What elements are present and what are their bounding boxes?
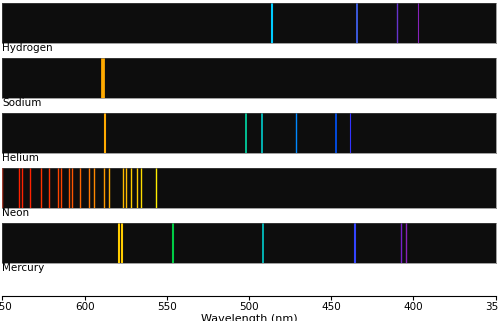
Text: Hydrogen: Hydrogen (2, 43, 53, 53)
Text: Mercury: Mercury (2, 263, 45, 273)
Text: Neon: Neon (2, 208, 29, 218)
Text: Sodium: Sodium (2, 98, 42, 108)
Text: Helium: Helium (2, 153, 39, 163)
X-axis label: Wavelength (nm): Wavelength (nm) (201, 314, 297, 321)
